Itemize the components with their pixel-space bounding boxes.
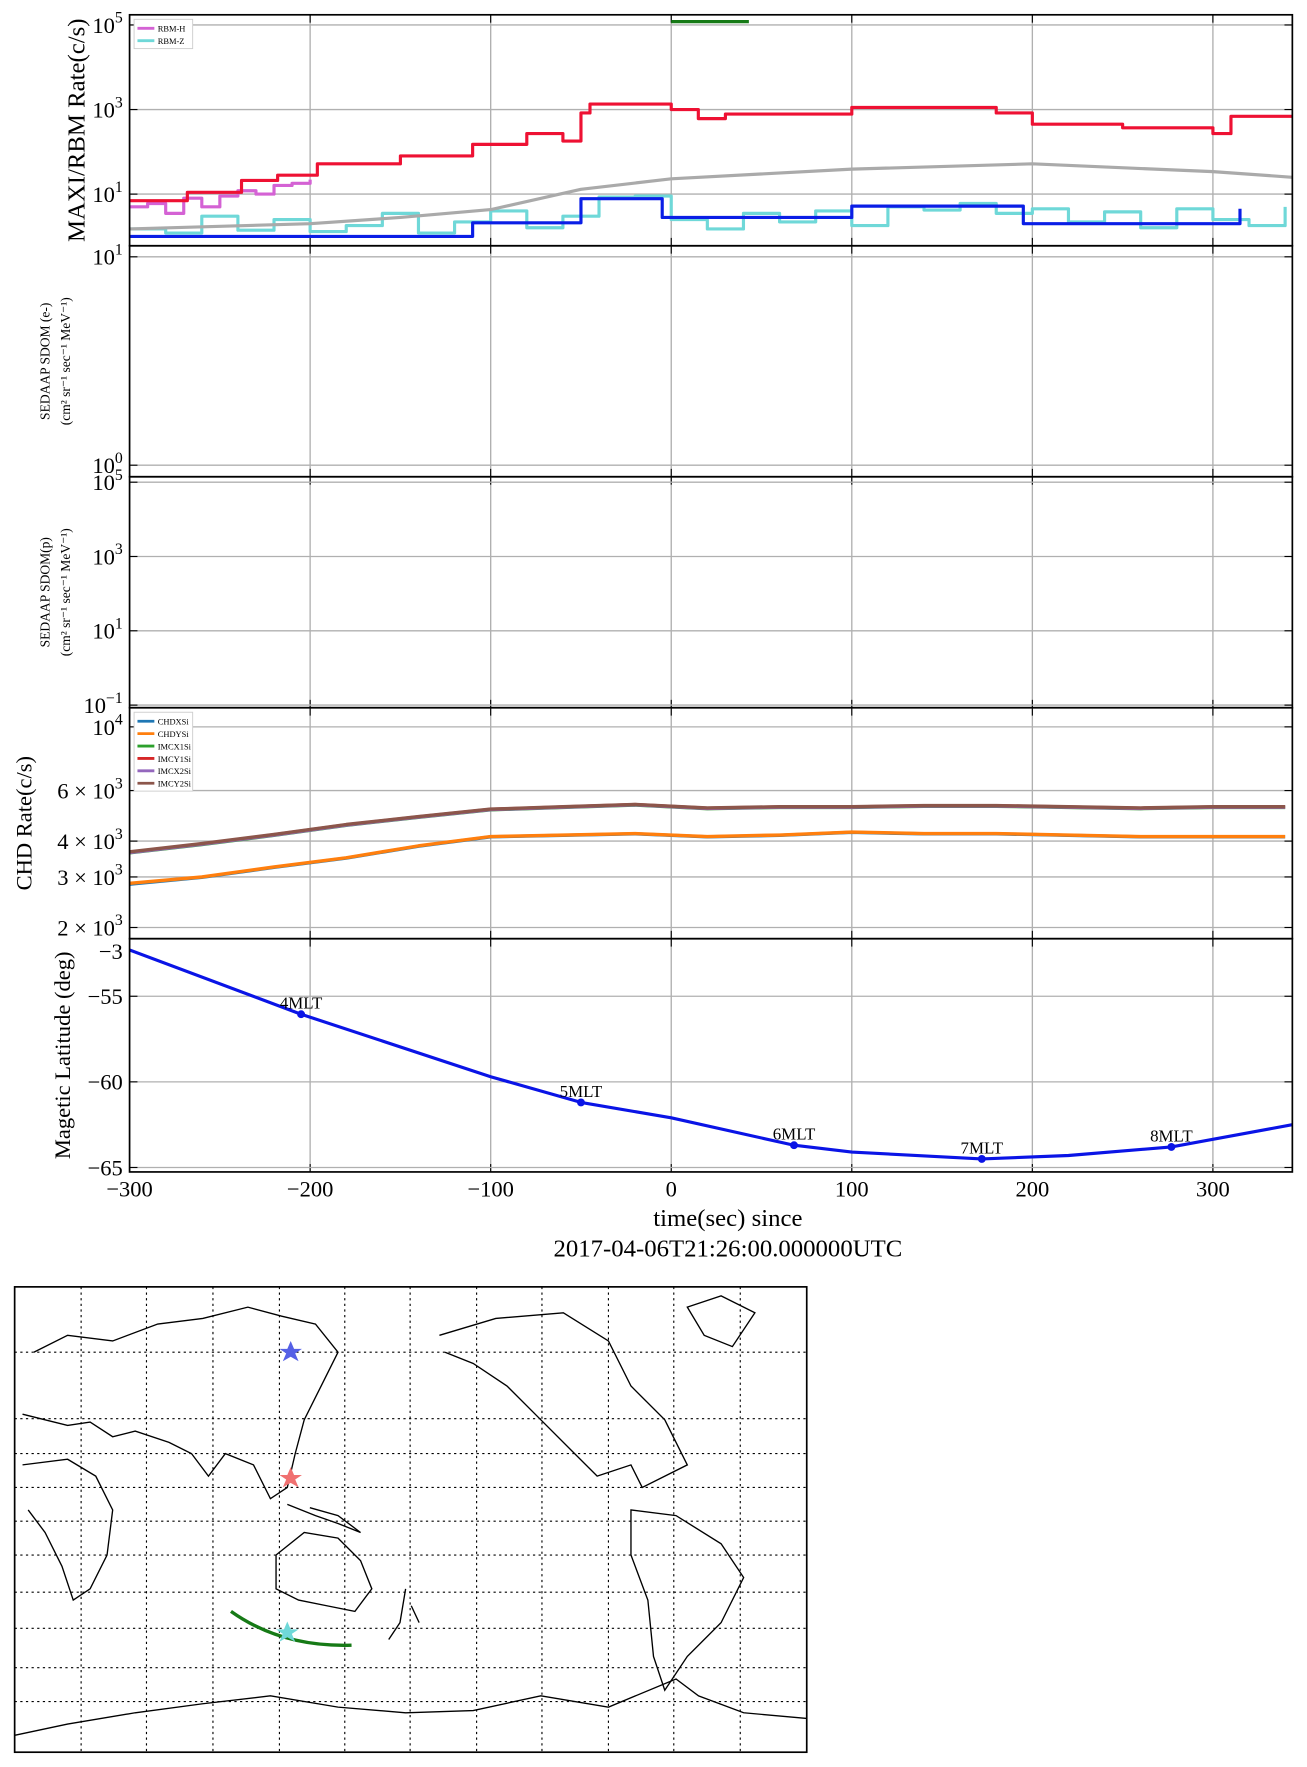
series-line xyxy=(129,830,1286,886)
x-tick-label: 100 xyxy=(835,1177,869,1202)
point-label: 8MLT xyxy=(1150,1126,1193,1145)
legend-label: IMCX2Si xyxy=(158,766,192,776)
series-line xyxy=(129,197,1242,238)
y-tick-label: 103 xyxy=(92,94,123,122)
series-line xyxy=(129,179,312,215)
panel-frame xyxy=(128,244,1294,478)
series-line xyxy=(129,948,1293,1161)
y-axis-label: Magetic Latitude (deg) xyxy=(50,952,75,1160)
coastlines xyxy=(14,1295,807,1736)
point-label: 5MLT xyxy=(560,1082,603,1101)
y-tick-label: 3 × 103 xyxy=(57,862,123,890)
y-tick-label: 104 xyxy=(92,712,123,740)
legend-box xyxy=(133,711,194,792)
y-axis-label: CHD Rate(c/s) xyxy=(12,756,37,890)
y-tick-label: −55 xyxy=(88,984,123,1009)
y-axis-label: SEDAAP SDOM (e-) xyxy=(38,303,54,420)
x-tick-label: −200 xyxy=(287,1177,333,1202)
x-axis-label: 2017-04-06T21:26:00.000000UTC xyxy=(553,1235,902,1262)
series-line xyxy=(129,803,1286,855)
legend-box xyxy=(133,18,194,50)
series-line xyxy=(129,194,1287,235)
point xyxy=(577,1098,585,1107)
x-tick-label: −100 xyxy=(467,1177,513,1202)
y-tick-label: 105 xyxy=(92,10,123,38)
y-tick-label: 103 xyxy=(92,541,123,569)
marker-star xyxy=(276,1621,299,1642)
panel: 101 103 105 RBM-H RBM-Z MAXI/RBM Rate(c/s) xyxy=(64,10,1294,247)
legend-label: IMCY2Si xyxy=(158,779,192,789)
y-axis-label: SEDAAP SDOM(p) xyxy=(38,537,54,647)
map-grid xyxy=(14,1286,807,1753)
point xyxy=(297,1010,306,1019)
series-line xyxy=(129,802,1286,854)
x-tick-label: −300 xyxy=(106,1177,152,1202)
y-tick-label: −65 xyxy=(88,1155,123,1180)
y-axis-label: (cm² sr⁻¹ sec⁻¹ MeV⁻¹) xyxy=(58,528,74,656)
panel-frame xyxy=(128,937,1294,1173)
marker-star xyxy=(279,1467,302,1488)
y-axis-label: MAXI/RBM Rate(c/s) xyxy=(64,19,91,243)
y-tick-label: 6 × 103 xyxy=(57,775,123,803)
series-line xyxy=(129,162,1293,231)
legend-label: CHDYSi xyxy=(158,729,190,739)
point xyxy=(1167,1142,1176,1151)
x-axis-label: time(sec) since xyxy=(653,1205,802,1232)
point-label: 7MLT xyxy=(961,1138,1004,1157)
y-tick-label: 105 xyxy=(92,467,123,495)
legend-label: IMCY1Si xyxy=(158,754,192,764)
point xyxy=(977,1154,986,1163)
x-tick-label: 0 xyxy=(666,1177,677,1202)
legend-label: RBM-Z xyxy=(158,36,185,46)
panel: 2 × 103 3 × 103 4 × 103 6 × 103 104 CHDXSi CHD… xyxy=(12,706,1294,940)
orbit-track xyxy=(229,1609,352,1647)
map xyxy=(13,1286,808,1754)
y-tick-label: −60 xyxy=(88,1070,123,1095)
series-line xyxy=(129,102,1293,203)
panel-frame xyxy=(128,706,1294,940)
y-tick-label: 101 xyxy=(92,242,122,270)
point-label: 6MLT xyxy=(773,1125,816,1144)
legend-label: IMCX1Si xyxy=(158,741,192,751)
legend-label: CHDXSi xyxy=(158,717,190,727)
x-tick-label: 200 xyxy=(1015,1177,1049,1202)
x-tick-label: 300 xyxy=(1196,1177,1230,1202)
legend-label: RBM-H xyxy=(158,24,186,34)
panel: −300 −200 −100 0 100 200 300 −65 −60 −55 4MLT 5MLT 6… xyxy=(50,937,1294,1262)
panel-frame xyxy=(128,475,1294,709)
point-label: 4MLT xyxy=(280,994,323,1013)
y-tick-label: 2 × 103 xyxy=(57,912,123,940)
point xyxy=(790,1141,798,1150)
y-axis-label: (cm² sr⁻¹ sec⁻¹ MeV⁻¹) xyxy=(58,297,74,425)
y-tick-label: 4 × 103 xyxy=(57,826,123,854)
marker-star xyxy=(279,1340,302,1362)
series-line xyxy=(129,802,1286,854)
offset-text: −3 xyxy=(99,939,123,964)
y-tick-label: 101 xyxy=(92,616,122,644)
y-tick-label: 101 xyxy=(92,179,122,207)
